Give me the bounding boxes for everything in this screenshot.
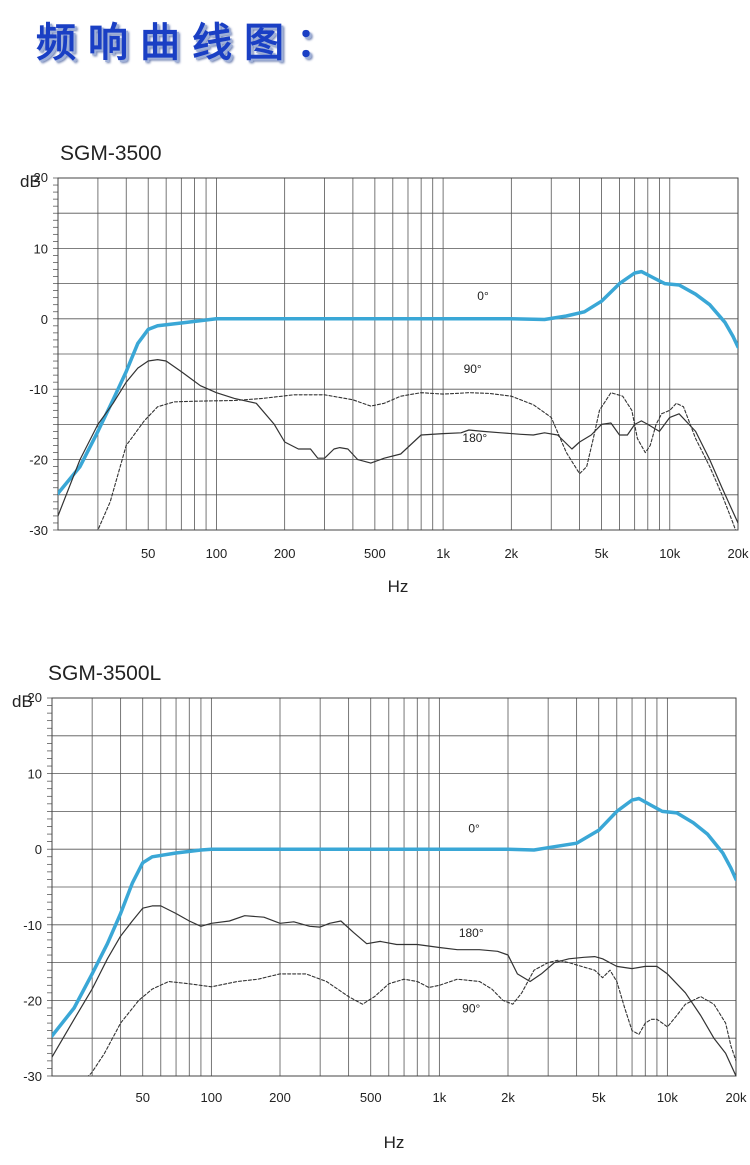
x-tick-label: 50 [141,546,155,561]
series-line-90-degree [97,392,737,530]
series-label: 180° [462,431,487,445]
series-label: 0° [477,289,489,303]
x-tick-label: 5k [595,546,609,561]
x-tick-label: 1k [436,546,450,561]
series-label: 180° [459,926,484,940]
x-tick-label: 50 [135,1090,149,1105]
x-tick-label: 5k [592,1090,606,1105]
grid [47,697,736,1077]
x-tick-label: 1k [432,1090,446,1105]
x-tick-label: 500 [360,1090,382,1105]
y-tick-label: -30 [29,523,48,538]
y-tick-label: -10 [23,918,42,933]
series-line-180-degree [52,905,736,1076]
y-tick-label: 0 [41,312,48,327]
y-axis-label: dB [12,692,33,711]
y-tick-label: -10 [29,382,48,397]
plot-frame [57,177,739,531]
x-tick-label: 200 [269,1090,291,1105]
y-axis-label: dB [20,172,41,191]
x-tick-label: 500 [364,546,386,561]
chart-title: SGM-3500 [60,142,162,165]
x-tick-label: 2k [501,1090,515,1105]
grid [53,177,738,531]
y-tick-label: 10 [34,241,48,256]
y-tick-label: 10 [28,767,42,782]
x-axis-label: Hz [388,577,409,596]
x-tick-label: 2k [504,546,518,561]
chart-title: SGM-3500L [48,662,161,685]
x-tick-label: 10k [659,546,680,561]
series-label: 0° [468,822,480,836]
y-tick-label: 20 [34,170,48,185]
x-axis-label: Hz [384,1133,405,1152]
y-tick-label: 20 [28,690,42,705]
x-tick-label: 100 [206,546,228,561]
x-tick-label: 100 [201,1090,223,1105]
series-line-90-degree [87,959,736,1076]
x-tick-label: 200 [274,546,296,561]
y-tick-label: -20 [23,993,42,1008]
y-tick-label: -30 [23,1069,42,1084]
x-tick-label: 20k [728,546,749,561]
series-line-180-degree [58,359,738,524]
x-tick-label: 10k [657,1090,678,1105]
series-line-0-degree [58,269,738,496]
y-tick-label: -20 [29,453,48,468]
series-label: 90° [462,1001,480,1015]
series-line-0-degree [52,796,736,1038]
x-tick-label: 20k [726,1090,747,1105]
y-tick-label: 0 [35,842,42,857]
plot-frame [51,697,737,1077]
page-title: 频响曲线图： [36,20,348,66]
series-label: 90° [464,362,482,376]
